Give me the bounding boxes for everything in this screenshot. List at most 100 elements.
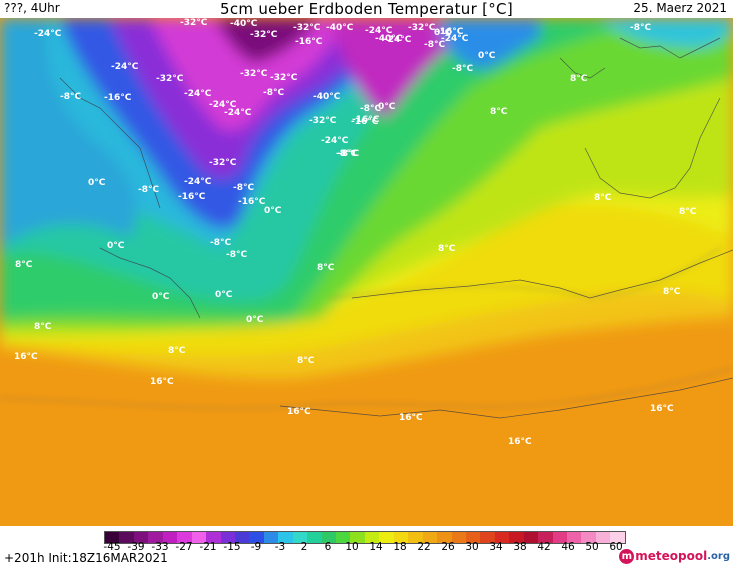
isotherm-label: 8°C [490, 107, 508, 117]
isotherm-label: 8°C [570, 74, 588, 84]
forecast-hour: ???, 4Uhr [4, 1, 60, 15]
scale-tick-label: 18 [393, 541, 407, 553]
isotherm-label: 8°C [594, 193, 612, 203]
scale-swatch [379, 532, 394, 543]
scale-swatch [437, 532, 452, 543]
isotherm-label: -40°C [230, 19, 258, 29]
isotherm-label: 16°C [650, 404, 674, 414]
color-scale-bar [104, 531, 626, 544]
scale-tick-label: -45 [103, 541, 121, 553]
isotherm-label: 16°C [287, 407, 311, 417]
scale-swatch [278, 532, 293, 543]
scale-tick-label: -39 [127, 541, 145, 553]
meteopool-logo[interactable]: m meteopool .org [619, 547, 730, 565]
scale-tick-label: -3 [274, 541, 286, 553]
isotherm-label: -8°C [338, 149, 359, 159]
scale-swatch [581, 532, 596, 543]
scale-swatch [133, 532, 149, 543]
scale-swatch [307, 532, 322, 543]
scale-tick-label: 26 [441, 541, 455, 553]
isotherm-label: -16°C [351, 117, 379, 127]
scale-tick-label: -15 [223, 541, 241, 553]
isotherm-label: 0°C [264, 206, 282, 216]
logo-icon: m [619, 548, 635, 564]
isotherm-label: 16°C [14, 352, 38, 362]
isotherm-label: -32°C [250, 30, 278, 40]
isotherm-label: 8°C [438, 244, 456, 254]
isotherm-label: -24°C [209, 100, 237, 110]
isotherm-label: 16°C [508, 437, 532, 447]
isotherm-label: -24°C [34, 29, 62, 39]
isotherm-label: -24°C [111, 62, 139, 72]
isotherm-label: -32°C [293, 23, 321, 33]
isotherm-label: -24°C [321, 136, 349, 146]
isotherm-label: 0°C [107, 241, 125, 251]
isotherm-label: 16°C [150, 377, 174, 387]
scale-tick-label: 14 [369, 541, 383, 553]
isotherm-label: 0°C [434, 28, 452, 38]
scale-tick-label: -21 [199, 541, 217, 553]
isotherm-label: 0°C [215, 290, 233, 300]
isotherm-label: -8°C [263, 88, 284, 98]
isotherm-label: -24°C [365, 26, 393, 36]
scale-swatch [393, 532, 409, 543]
map-title: 5cm ueber Erdboden Temperatur [°C] [220, 0, 513, 18]
scale-swatch [292, 532, 308, 543]
isotherm-label: 8°C [679, 207, 697, 217]
isotherm-label: -24°C [184, 89, 212, 99]
scale-tick-label: 60 [609, 541, 623, 553]
temperature-map: -24°C-40°C-32°C -32°C -40°C-32°C-16°C0°C-2… [0, 18, 733, 526]
isotherm-label: -40°C [313, 92, 341, 102]
scale-swatch [249, 532, 264, 543]
isotherm-label: 0°C [378, 102, 396, 112]
scale-swatch [552, 532, 567, 543]
scale-swatch [408, 532, 423, 543]
isotherm-label: 16°C [399, 413, 423, 423]
scale-tick-label: 34 [489, 541, 503, 553]
scale-swatch [610, 532, 625, 543]
isotherm-label: 8°C [34, 322, 52, 332]
scale-tick-label: 6 [324, 541, 332, 553]
model-init-text: +201h Init:18Z16MAR2021 [4, 551, 168, 565]
scale-swatch [364, 532, 380, 543]
color-scale-ticks: -45 -39 -33 -27 -21 -15 -9 -3 2 6 10 14 18 22 26 30 34 38… [103, 541, 624, 553]
legend-footer: -45 -39 -33 -27 -21 -15 -9 -3 2 6 10 14 18 22 26 30 34 38… [0, 526, 733, 566]
isotherm-label: -32°C [180, 18, 208, 28]
scale-tick-label: 50 [585, 541, 599, 553]
isotherm-label: 8°C [297, 356, 315, 366]
isotherm-label: -16°C [295, 37, 323, 47]
isotherm-label: -24°C [384, 35, 412, 45]
scale-swatch [220, 532, 235, 543]
scale-swatch [451, 532, 466, 543]
field-east-cold [330, 18, 510, 118]
isotherm-label: -32°C [309, 116, 337, 126]
forecast-date: 25. Maerz 2021 [633, 1, 727, 15]
isotherm-label: -8°C [452, 64, 473, 74]
isotherm-label: -16°C [238, 197, 266, 207]
isotherm-label: 0°C [478, 51, 496, 61]
isotherm-label: -24°C [441, 34, 469, 44]
scale-tick-label: 2 [300, 541, 308, 553]
isotherm-label: -8°C [210, 238, 231, 248]
scale-swatch [263, 532, 279, 543]
scale-swatch [162, 532, 178, 543]
isotherm-label: 0°C [152, 292, 170, 302]
isotherm-label: -40°C [375, 34, 403, 44]
isotherm-label: -32°C [270, 73, 298, 83]
scale-swatch [321, 532, 336, 543]
isotherm-label: -8°C [60, 92, 81, 102]
isotherm-label: -32°C [156, 74, 184, 84]
isotherm-label: -8°C [233, 183, 254, 193]
isotherm-label: -8°C [226, 250, 247, 260]
scale-swatch [148, 532, 163, 543]
scale-tick-label: 42 [537, 541, 551, 553]
scale-swatch [509, 532, 524, 543]
scale-swatch [538, 532, 553, 543]
isotherm-label: -32°C [209, 158, 237, 168]
scale-swatch [350, 532, 365, 543]
isotherm-label: 8°C [168, 346, 186, 356]
isotherm-label: -16°C [436, 27, 464, 37]
scale-tick-label: 22 [417, 541, 431, 553]
isotherm-label: -32°C [240, 69, 268, 79]
isotherm-label: 8°C [15, 260, 33, 270]
